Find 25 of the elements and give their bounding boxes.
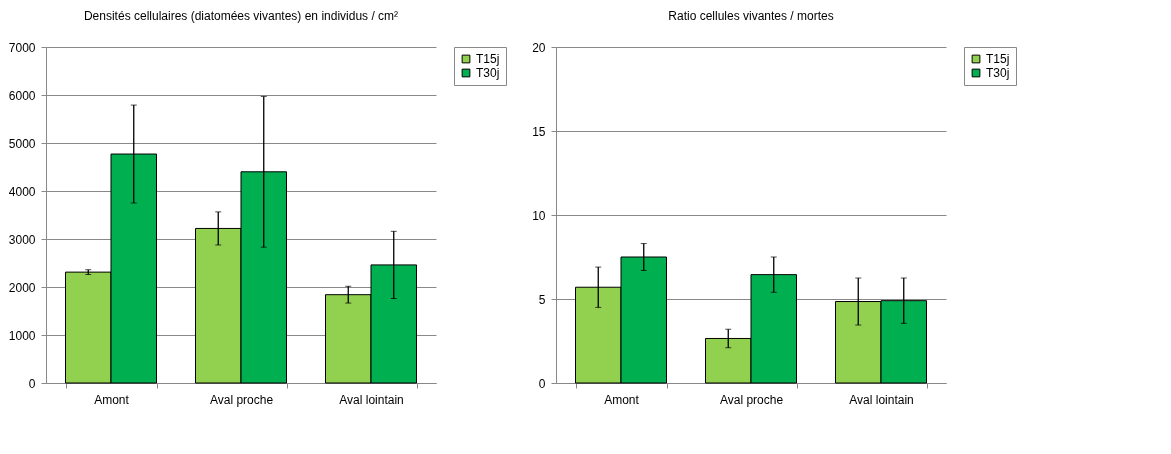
y-tick-label: 7000: [8, 40, 36, 55]
legend-label: T15j: [476, 52, 500, 66]
y-tick-label: 0: [538, 376, 546, 391]
y-tick-label: 6000: [8, 88, 36, 103]
x-tick-label: Aval proche: [719, 392, 784, 407]
y-tick-label: 1000: [8, 328, 36, 343]
x-tick-label: Aval lointain: [339, 392, 404, 407]
x-tick-label: Amont: [604, 392, 640, 407]
chart-title: Ratio cellules vivantes / mortes: [668, 9, 834, 23]
x-tick-label: Amont: [94, 392, 130, 407]
y-tick-label: 3000: [8, 232, 36, 247]
y-tick-label: 0: [28, 376, 36, 391]
y-tick-label: 10: [532, 208, 546, 223]
chart-title: Densités cellulaires (diatomées vivantes) en individus / cm²: [83, 9, 399, 23]
x-tick-label: Aval lointain: [849, 392, 914, 407]
y-tick-label: 5000: [8, 136, 36, 151]
y-tick-label: 5: [538, 292, 546, 307]
y-tick-label: 20: [532, 40, 546, 55]
y-tick-label: 2000: [8, 280, 36, 295]
x-tick-label: Aval proche: [209, 392, 274, 407]
legend-label: T15j: [986, 52, 1010, 66]
y-tick-label: 15: [532, 124, 546, 139]
y-tick-label: 4000: [8, 184, 36, 199]
legend-label: T30j: [476, 66, 500, 80]
legend-label: T30j: [986, 66, 1010, 80]
